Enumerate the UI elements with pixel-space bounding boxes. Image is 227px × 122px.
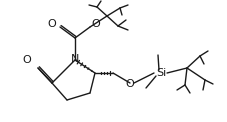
Text: O: O	[47, 19, 56, 29]
Text: O: O	[22, 55, 31, 65]
Text: O: O	[91, 19, 100, 29]
Text: Si: Si	[155, 68, 165, 78]
Text: N: N	[71, 54, 79, 64]
Text: O: O	[125, 79, 134, 89]
